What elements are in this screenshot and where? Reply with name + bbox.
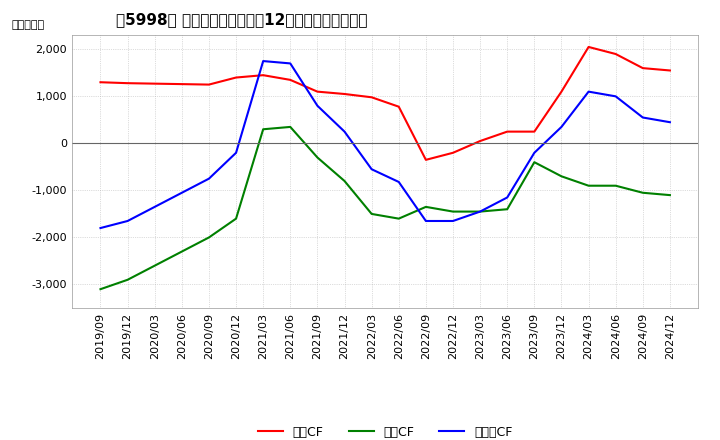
営業CF: [313, 89, 322, 94]
フリーCF: [503, 195, 511, 200]
フリーCF: [530, 150, 539, 155]
営業CF: [395, 104, 403, 109]
投資CF: [584, 183, 593, 188]
フリーCF: [96, 225, 105, 231]
フリーCF: [259, 59, 268, 64]
営業CF: [584, 44, 593, 50]
営業CF: [611, 51, 620, 57]
投資CF: [96, 286, 105, 292]
投資CF: [476, 209, 485, 214]
営業CF: [341, 92, 349, 97]
Line: フリーCF: フリーCF: [101, 61, 670, 228]
営業CF: [123, 81, 132, 86]
フリーCF: [665, 120, 674, 125]
営業CF: [286, 77, 294, 83]
フリーCF: [367, 167, 376, 172]
営業CF: [449, 150, 457, 155]
Y-axis label: （百万円）: （百万円）: [12, 20, 45, 30]
営業CF: [232, 75, 240, 80]
フリーCF: [286, 61, 294, 66]
Line: 投資CF: 投資CF: [101, 127, 670, 289]
営業CF: [665, 68, 674, 73]
営業CF: [259, 73, 268, 78]
営業CF: [421, 157, 430, 162]
投資CF: [150, 263, 159, 268]
投資CF: [639, 190, 647, 195]
フリーCF: [639, 115, 647, 120]
フリーCF: [123, 218, 132, 224]
フリーCF: [313, 103, 322, 108]
フリーCF: [611, 94, 620, 99]
フリーCF: [150, 204, 159, 209]
投資CF: [421, 204, 430, 209]
フリーCF: [584, 89, 593, 94]
フリーCF: [341, 129, 349, 134]
投資CF: [123, 277, 132, 282]
フリーCF: [395, 180, 403, 185]
投資CF: [530, 160, 539, 165]
投資CF: [395, 216, 403, 221]
投資CF: [178, 249, 186, 254]
投資CF: [611, 183, 620, 188]
営業CF: [476, 139, 485, 144]
投資CF: [204, 235, 213, 240]
フリーCF: [476, 209, 485, 214]
投資CF: [341, 178, 349, 183]
営業CF: [178, 81, 186, 87]
投資CF: [313, 155, 322, 160]
フリーCF: [421, 218, 430, 224]
投資CF: [259, 127, 268, 132]
投資CF: [286, 124, 294, 129]
営業CF: [557, 89, 566, 94]
投資CF: [665, 192, 674, 198]
投資CF: [557, 174, 566, 179]
Legend: 営業CF, 投資CF, フリーCF: 営業CF, 投資CF, フリーCF: [253, 421, 518, 440]
営業CF: [503, 129, 511, 134]
フリーCF: [557, 124, 566, 129]
投資CF: [367, 211, 376, 216]
投資CF: [449, 209, 457, 214]
投資CF: [232, 216, 240, 221]
Line: 営業CF: 営業CF: [101, 47, 670, 160]
フリーCF: [204, 176, 213, 181]
投資CF: [503, 207, 511, 212]
営業CF: [150, 81, 159, 86]
Text: 【5998】 キャッシュフローの12か月移動合計の推移: 【5998】 キャッシュフローの12か月移動合計の推移: [116, 12, 367, 27]
営業CF: [530, 129, 539, 134]
フリーCF: [178, 190, 186, 195]
営業CF: [204, 82, 213, 87]
フリーCF: [232, 150, 240, 155]
営業CF: [96, 80, 105, 85]
営業CF: [639, 66, 647, 71]
営業CF: [367, 95, 376, 100]
フリーCF: [449, 218, 457, 224]
